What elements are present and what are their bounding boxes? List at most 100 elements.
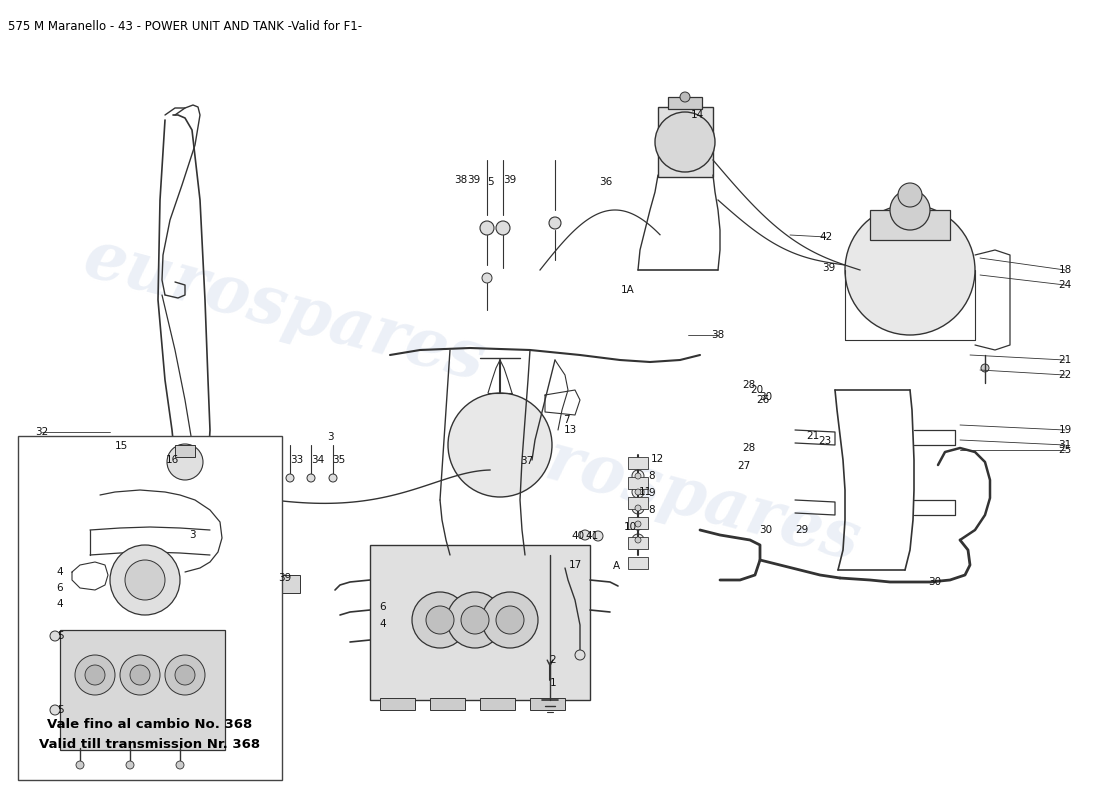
Text: 15: 15: [114, 441, 128, 451]
Text: 26: 26: [757, 395, 770, 405]
Circle shape: [165, 655, 205, 695]
Text: 25: 25: [1058, 445, 1071, 455]
Text: 37: 37: [520, 456, 534, 466]
Circle shape: [175, 665, 195, 685]
Text: 4: 4: [379, 619, 386, 629]
Text: 38: 38: [454, 175, 467, 185]
Text: 32: 32: [35, 427, 48, 437]
Circle shape: [549, 217, 561, 229]
Text: eurospares: eurospares: [77, 225, 493, 395]
Text: 35: 35: [332, 455, 345, 465]
Bar: [18, 436, 282, 780]
Bar: [628, 537, 648, 549]
Circle shape: [126, 761, 134, 769]
Circle shape: [635, 489, 641, 495]
Text: 29: 29: [795, 525, 808, 535]
Text: 3: 3: [327, 432, 333, 442]
Bar: [480, 698, 515, 710]
Bar: [275, 575, 300, 593]
Circle shape: [85, 665, 104, 685]
Text: 28: 28: [742, 380, 756, 390]
Circle shape: [632, 518, 644, 530]
Text: 3: 3: [189, 530, 196, 540]
Text: 5: 5: [487, 177, 494, 187]
Bar: [628, 477, 648, 489]
Bar: [668, 97, 702, 109]
Circle shape: [286, 474, 294, 482]
Circle shape: [981, 364, 989, 372]
Text: 27: 27: [737, 461, 750, 471]
Text: 39: 39: [823, 263, 836, 273]
Circle shape: [110, 545, 180, 615]
Circle shape: [496, 221, 510, 235]
Circle shape: [447, 592, 503, 648]
Circle shape: [632, 470, 644, 482]
Bar: [658, 107, 713, 177]
Text: 14: 14: [691, 110, 704, 120]
Circle shape: [898, 183, 922, 207]
Text: 20: 20: [750, 385, 763, 395]
Circle shape: [593, 531, 603, 541]
Text: 4: 4: [57, 567, 64, 577]
Circle shape: [632, 486, 644, 498]
Circle shape: [76, 761, 84, 769]
Text: Valid till transmission Nr. 368: Valid till transmission Nr. 368: [40, 738, 261, 751]
Circle shape: [482, 273, 492, 283]
Text: 38: 38: [712, 330, 725, 340]
Circle shape: [167, 444, 204, 480]
Bar: [628, 457, 648, 469]
Text: 23: 23: [818, 436, 832, 446]
Bar: [379, 698, 415, 710]
Text: 34: 34: [311, 455, 324, 465]
Text: 13: 13: [563, 425, 576, 435]
Text: eurospares: eurospares: [452, 405, 868, 575]
Text: 5: 5: [57, 705, 64, 715]
Bar: [628, 517, 648, 529]
Circle shape: [426, 606, 454, 634]
Text: 6: 6: [379, 602, 386, 612]
Circle shape: [130, 665, 150, 685]
Bar: [628, 557, 648, 569]
Circle shape: [176, 761, 184, 769]
Text: 30: 30: [759, 525, 772, 535]
Text: 5: 5: [57, 631, 64, 641]
Text: 30: 30: [928, 577, 942, 587]
Circle shape: [496, 606, 524, 634]
Circle shape: [635, 537, 641, 543]
Circle shape: [50, 705, 60, 715]
Text: 8: 8: [649, 471, 656, 481]
Text: 575 M Maranello - 43 - POWER UNIT AND TANK -Valid for F1-: 575 M Maranello - 43 - POWER UNIT AND TA…: [8, 20, 362, 33]
Text: 22: 22: [1058, 370, 1071, 380]
Circle shape: [461, 606, 490, 634]
Circle shape: [575, 650, 585, 660]
Text: 39: 39: [278, 573, 292, 583]
Bar: [60, 630, 226, 750]
Circle shape: [845, 205, 975, 335]
Bar: [530, 698, 565, 710]
Text: 18: 18: [1058, 265, 1071, 275]
Circle shape: [680, 92, 690, 102]
Circle shape: [120, 655, 160, 695]
Text: 41: 41: [585, 531, 598, 541]
Circle shape: [329, 474, 337, 482]
Text: 39: 39: [504, 175, 517, 185]
Text: 4: 4: [57, 599, 64, 609]
Circle shape: [632, 502, 644, 514]
Text: A: A: [613, 561, 619, 571]
Circle shape: [890, 190, 930, 230]
Text: 21: 21: [1058, 355, 1071, 365]
Text: 1A: 1A: [621, 285, 635, 295]
Text: 1: 1: [550, 678, 557, 688]
Text: 28: 28: [742, 443, 756, 453]
Text: 42: 42: [820, 232, 833, 242]
Text: 11: 11: [638, 487, 651, 497]
Circle shape: [50, 631, 60, 641]
Text: 16: 16: [165, 455, 178, 465]
Circle shape: [482, 592, 538, 648]
Bar: [628, 497, 648, 509]
Text: 33: 33: [290, 455, 304, 465]
Bar: [175, 445, 195, 457]
Text: 8: 8: [649, 505, 656, 515]
Text: Vale fino al cambio No. 368: Vale fino al cambio No. 368: [47, 718, 253, 731]
Circle shape: [580, 530, 590, 540]
